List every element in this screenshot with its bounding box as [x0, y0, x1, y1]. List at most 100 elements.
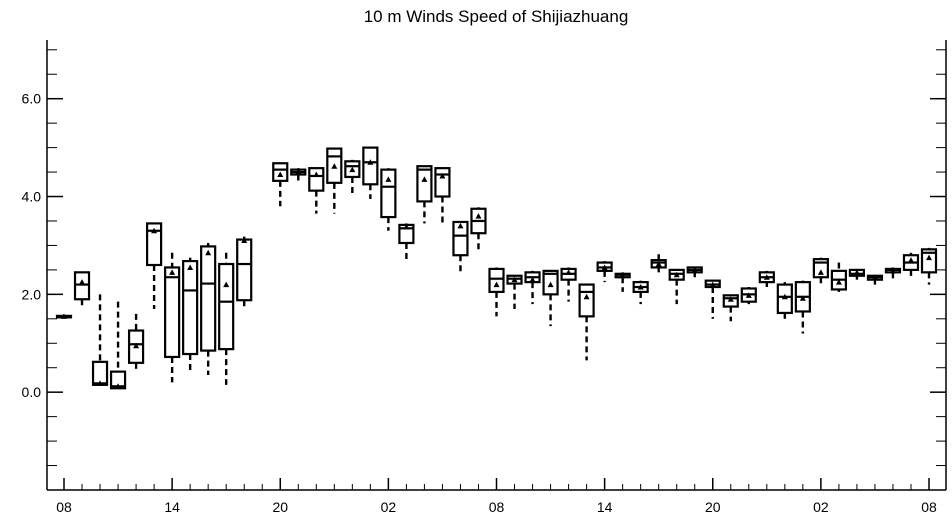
- box-iqr: [218, 262, 235, 351]
- box-iqr: [236, 238, 253, 302]
- x-tick-label: 08: [56, 499, 72, 515]
- box-group: [596, 261, 613, 283]
- box-group: [470, 207, 487, 251]
- mean-marker: [493, 281, 500, 288]
- mean-marker: [79, 279, 86, 285]
- mean-marker: [223, 281, 230, 288]
- mean-marker: [853, 269, 860, 275]
- box-iqr: [362, 146, 379, 186]
- box-group: [488, 267, 505, 317]
- box-group: [434, 167, 451, 224]
- mean-marker: [889, 267, 896, 274]
- box-iqr: [380, 168, 397, 219]
- box-group: [200, 242, 217, 376]
- box-group: [127, 313, 145, 371]
- box-iqr: [578, 283, 595, 318]
- box-group: [362, 146, 379, 199]
- mean-marker: [547, 281, 554, 288]
- y-tick-label: 0.0: [22, 384, 42, 400]
- y-tick-label: 4.0: [22, 189, 42, 205]
- box-group: [344, 159, 361, 195]
- mean-marker: [727, 296, 734, 302]
- x-tick-label: 14: [164, 499, 180, 515]
- mean-marker: [241, 237, 248, 244]
- mean-marker: [457, 222, 464, 229]
- box-iqr: [182, 259, 199, 356]
- box-group: [506, 274, 523, 310]
- axes: 0.0 2.0 4.0 6.0 08 14 20 02 08 14 20 02 08: [22, 40, 947, 515]
- box-group: [73, 271, 91, 309]
- box-iqr: [812, 258, 829, 279]
- mean-marker: [475, 213, 482, 219]
- mean-marker: [583, 293, 590, 300]
- box-iqr: [200, 245, 217, 352]
- box-group: [848, 268, 866, 280]
- box-group: [290, 168, 307, 182]
- box-group: [776, 282, 793, 319]
- x-tick-label: 20: [705, 499, 721, 515]
- mean-marker: [61, 313, 67, 319]
- mean-marker: [151, 227, 158, 234]
- box-group: [164, 252, 181, 383]
- box-group: [794, 280, 811, 334]
- box-group: [542, 269, 559, 327]
- mean-marker: [673, 271, 680, 278]
- box-iqr: [434, 167, 451, 198]
- box-group: [308, 167, 325, 214]
- x-tick-label: 02: [813, 499, 829, 515]
- mean-marker: [835, 279, 842, 285]
- box-group: [722, 294, 739, 322]
- box-group: [884, 267, 902, 283]
- mean-marker: [763, 274, 770, 280]
- mean-marker: [745, 292, 752, 298]
- mean-marker: [799, 295, 806, 301]
- mean-marker: [691, 266, 698, 273]
- box-group: [182, 257, 199, 371]
- x-tick-label: 08: [921, 499, 937, 515]
- box-group: [920, 247, 938, 285]
- box-iqr: [488, 267, 505, 294]
- box-iqr: [146, 222, 163, 267]
- x-tick-label: 20: [272, 499, 288, 515]
- box-group: [560, 267, 577, 302]
- mean-marker: [367, 159, 374, 165]
- box-group: [578, 283, 595, 361]
- mean-marker: [871, 274, 878, 280]
- mean-marker: [529, 276, 536, 283]
- box-group: [380, 168, 397, 231]
- mean-marker: [907, 257, 914, 263]
- box-group: [632, 280, 649, 305]
- box-group: [326, 147, 343, 214]
- box-iqr: [416, 165, 433, 203]
- box-group: [902, 252, 920, 280]
- box-group: [740, 287, 757, 305]
- mean-marker: [619, 272, 626, 279]
- mean-marker: [313, 171, 320, 178]
- box-group: [236, 236, 253, 310]
- mean-marker: [331, 163, 338, 169]
- mean-marker: [205, 249, 212, 256]
- box-group: [398, 223, 415, 261]
- box-group: [614, 272, 631, 292]
- mean-marker: [637, 284, 644, 290]
- chart-title: 10 m Winds Speed of Shijiazhuang: [364, 7, 629, 26]
- mean-marker: [169, 269, 176, 275]
- mean-marker: [421, 176, 428, 182]
- mean-marker: [817, 269, 824, 275]
- box-group: [91, 294, 109, 386]
- box-group: [452, 220, 469, 275]
- mean-marker: [439, 172, 446, 179]
- x-tick-label: 08: [489, 499, 505, 515]
- box-group: [650, 254, 667, 273]
- mean-marker: [115, 383, 122, 389]
- x-tick-label: 02: [381, 499, 397, 515]
- box-group: [218, 252, 235, 385]
- mean-marker: [295, 168, 302, 174]
- box-iqr: [164, 266, 181, 359]
- mean-marker: [349, 166, 356, 173]
- box-group: [866, 274, 884, 285]
- box-group: [830, 262, 847, 292]
- mean-marker: [926, 254, 932, 261]
- y-tick-label: 6.0: [22, 91, 42, 107]
